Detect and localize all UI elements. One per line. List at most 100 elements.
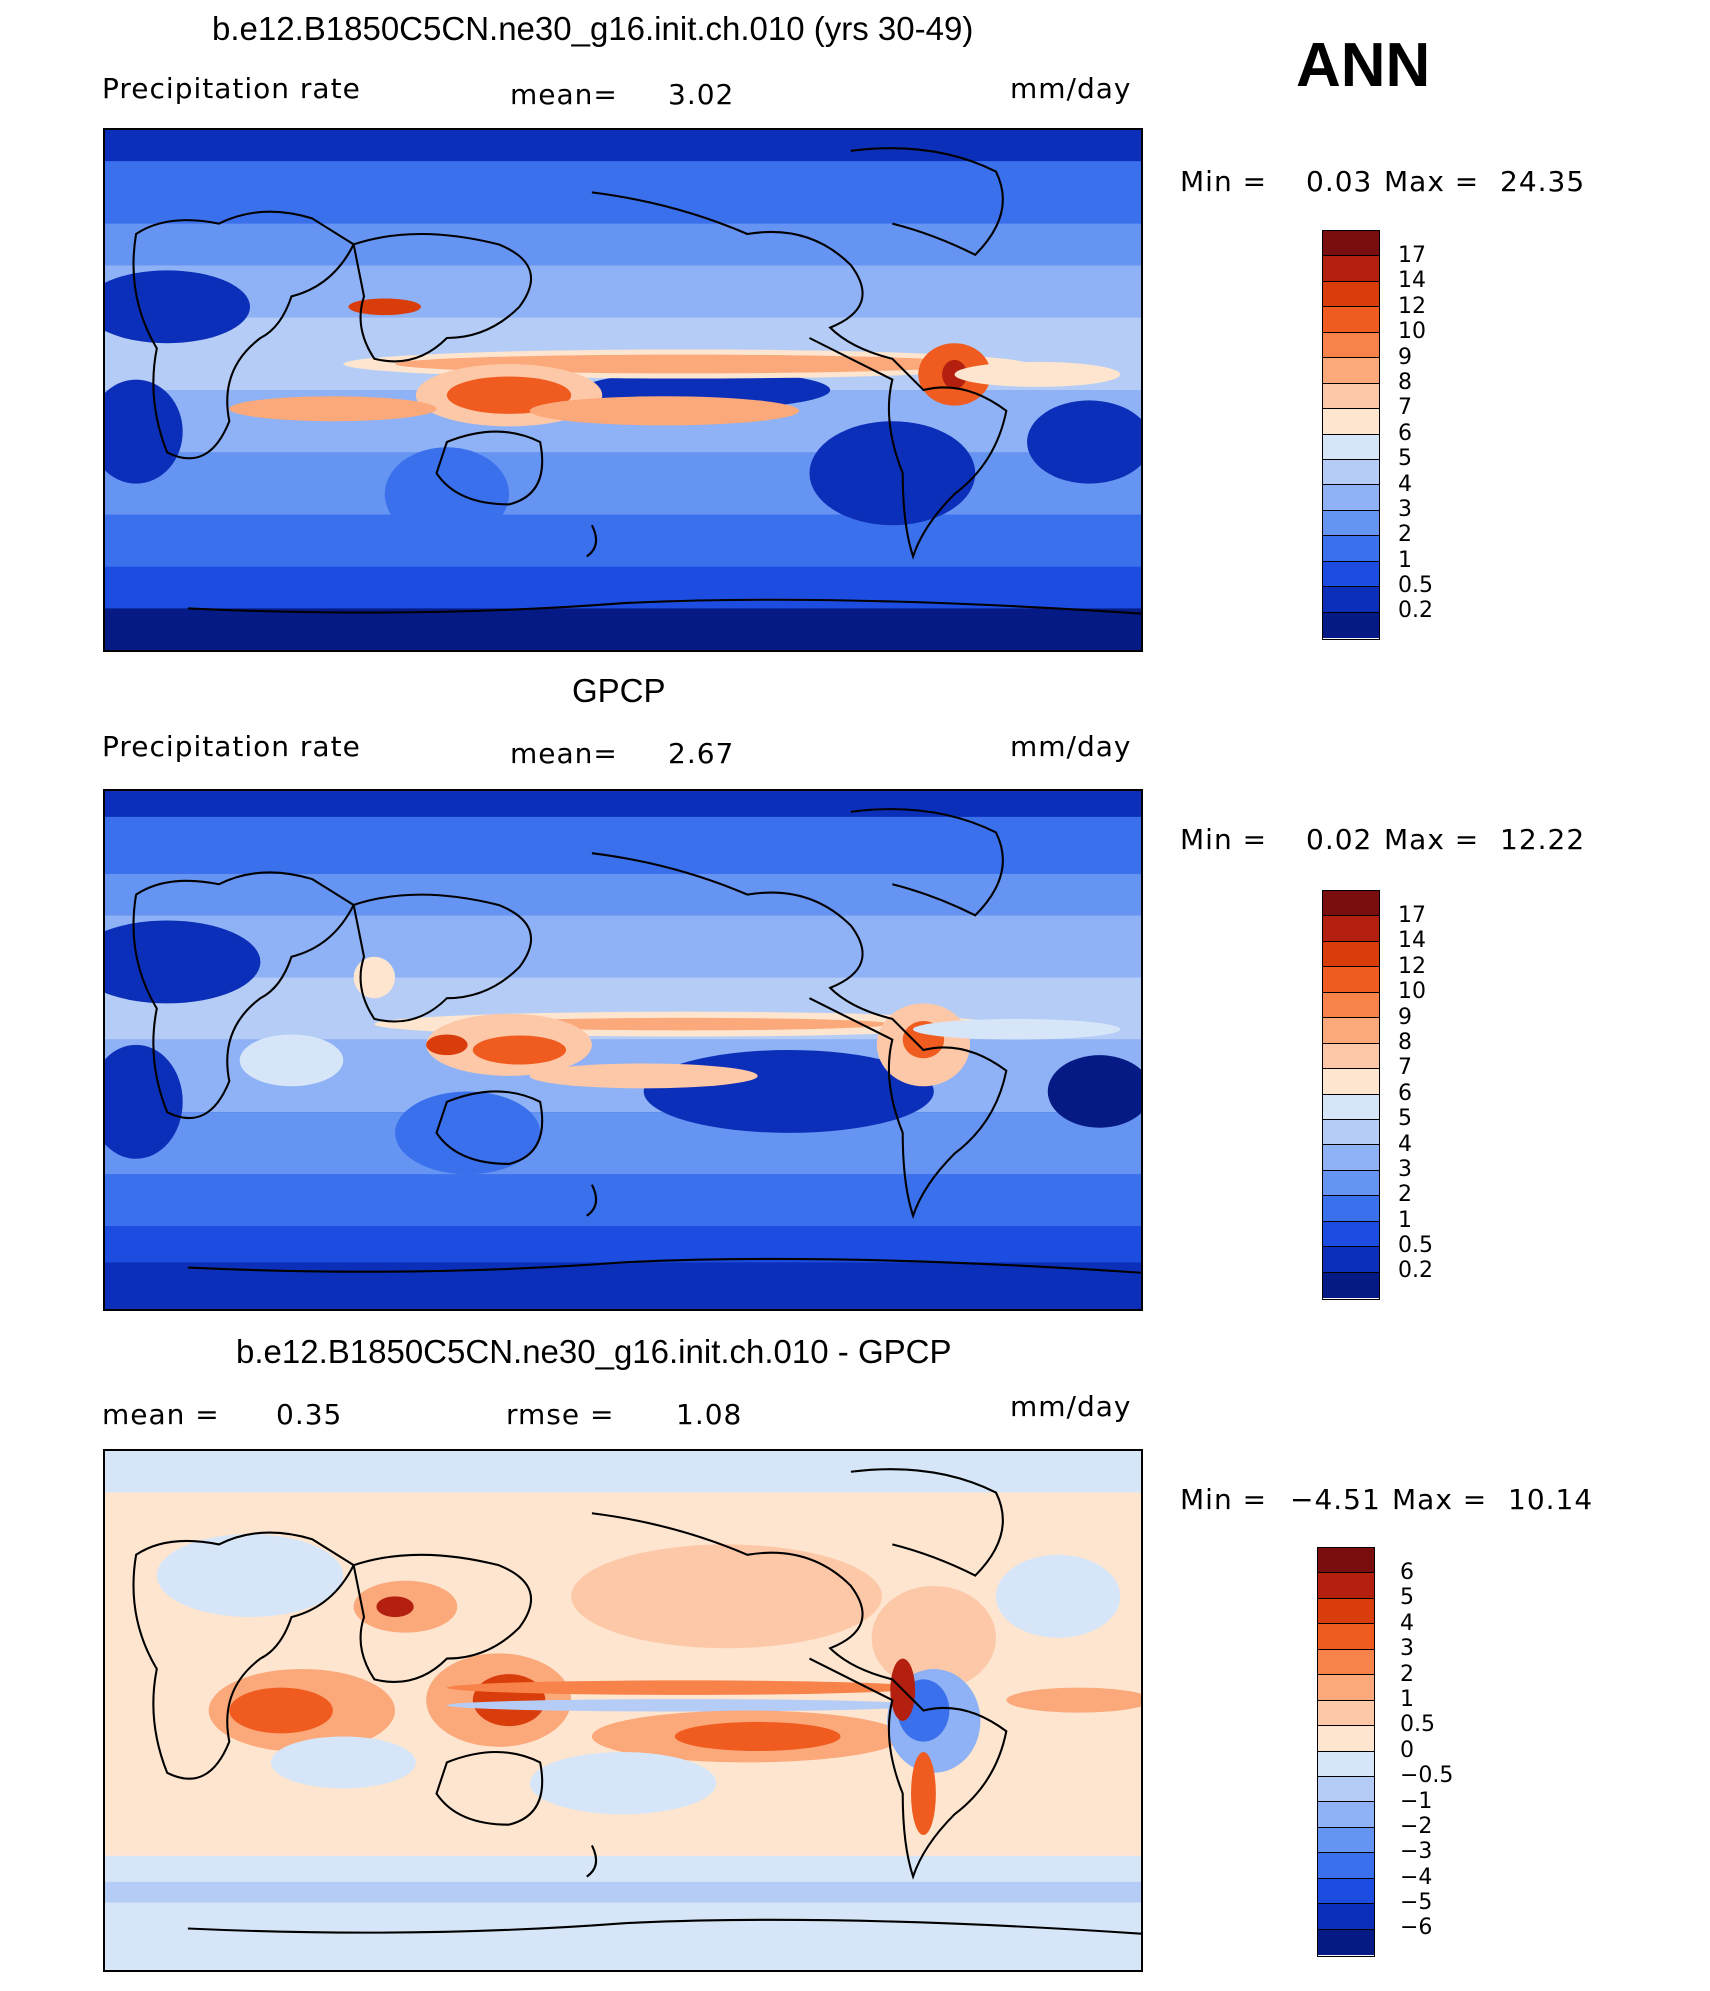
colorbar-tick-label: 1 [1398, 547, 1412, 573]
colorbar-tick-label: 17 [1398, 903, 1426, 928]
mean-label-diff: mean = [102, 1398, 220, 1431]
colorbar-tick-label: 0.5 [1398, 573, 1433, 599]
colorbar-tick-label: 14 [1398, 268, 1426, 294]
colorbar-swatch [1323, 1145, 1379, 1171]
colorbar-swatch [1318, 1929, 1374, 1955]
panel-title-diff: b.e12.B1850C5CN.ne30_g16.init.ch.010 - G… [236, 1333, 952, 1370]
rmse-label-diff: rmse = [506, 1398, 615, 1431]
colorbar-swatch [1318, 1675, 1374, 1701]
colorbar-tick-label: 0 [1400, 1737, 1414, 1763]
colorbar-swatch [1323, 485, 1379, 511]
colorbar-tick-label: −0.5 [1400, 1763, 1454, 1789]
colorbar-tick-label: 0.2 [1398, 598, 1433, 624]
colorbar-swatch [1323, 1170, 1379, 1197]
colorbar-diff [1317, 1547, 1375, 1957]
colorbar-tick-label: 7 [1398, 395, 1412, 421]
colorbar-swatch [1318, 1853, 1374, 1879]
max-value-diff: 10.14 [1508, 1483, 1594, 1516]
colorbar-tick-label: 6 [1398, 1080, 1412, 1106]
units-label-obs: mm/day [1010, 730, 1132, 763]
colorbar-swatch [1318, 1827, 1374, 1854]
colorbar-tick-label: 2 [1398, 522, 1412, 548]
colorbar-tick-label: −3 [1400, 1839, 1433, 1865]
colorbar-swatch [1323, 1094, 1379, 1120]
mean-value-model: 3.02 [668, 78, 735, 111]
colorbar-tick-label: 10 [1398, 979, 1426, 1005]
colorbar-swatch [1323, 307, 1379, 333]
colorbar-tick-label: −4 [1400, 1864, 1433, 1890]
mean-label-model: mean= [510, 78, 618, 111]
colorbar-tick-label: 0.5 [1400, 1712, 1435, 1738]
min-value-obs: 0.02 [1306, 823, 1373, 856]
colorbar-swatch [1323, 434, 1379, 460]
colorbar-tick-label: 5 [1398, 446, 1412, 472]
colorbar-swatch [1318, 1598, 1374, 1625]
mean-label-obs: mean= [510, 737, 618, 770]
colorbar-swatch [1323, 941, 1379, 968]
colorbar-swatch [1323, 332, 1379, 359]
colorbar-swatch [1323, 510, 1379, 537]
colorbar-obs [1322, 890, 1380, 1300]
colorbar-swatch [1323, 1018, 1379, 1044]
colorbar-swatch [1318, 1573, 1374, 1599]
colorbar-swatch [1318, 1548, 1374, 1574]
rmse-value-diff: 1.08 [676, 1398, 743, 1431]
season-label: ANN [1296, 31, 1431, 100]
colorbar-swatch [1323, 536, 1379, 562]
colorbar-ticks-obs: 17 14 12 10 9 8 7 6 5 4 3 2 1 0.5 0.2 [1398, 903, 1433, 1284]
variable-label-obs: Precipitation rate [102, 730, 361, 763]
colorbar-tick-label: 0.2 [1398, 1258, 1433, 1284]
colorbar-tick-label: −2 [1400, 1813, 1433, 1839]
colorbar-swatch [1323, 916, 1379, 942]
colorbar-tick-label: −5 [1400, 1890, 1433, 1916]
colorbar-swatch [1318, 1649, 1374, 1676]
map-obs [103, 789, 1143, 1311]
colorbar-swatch [1323, 1043, 1379, 1070]
max-label-model: Max = [1384, 165, 1480, 198]
colorbar-tick-label: −6 [1400, 1915, 1433, 1941]
colorbar-swatch [1323, 1119, 1379, 1146]
mean-value-obs: 2.67 [668, 737, 735, 770]
min-value-model: 0.03 [1306, 165, 1373, 198]
colorbar-swatch [1323, 281, 1379, 308]
min-label-obs: Min = [1180, 823, 1268, 856]
colorbar-swatch [1323, 1069, 1379, 1095]
max-value-model: 24.35 [1500, 165, 1586, 198]
colorbar-swatch [1323, 612, 1379, 638]
colorbar-swatch [1323, 256, 1379, 282]
min-label-diff: Min = [1180, 1483, 1268, 1516]
min-label-model: Min = [1180, 165, 1268, 198]
colorbar-ticks-model: 17 14 12 10 9 8 7 6 5 4 3 2 1 0.5 0.2 [1398, 243, 1433, 624]
colorbar-swatch [1318, 1878, 1374, 1905]
colorbar-swatch [1323, 409, 1379, 435]
colorbar-tick-label: 17 [1398, 243, 1426, 268]
colorbar-tick-label: 6 [1398, 420, 1412, 446]
colorbar-tick-label: 5 [1400, 1585, 1414, 1611]
colorbar-tick-label: 14 [1398, 928, 1426, 954]
colorbar-swatch [1318, 1700, 1374, 1727]
colorbar-swatch [1318, 1726, 1374, 1752]
colorbar-tick-label: 2 [1400, 1661, 1414, 1687]
min-value-diff: −4.51 [1290, 1483, 1381, 1516]
mean-value-diff: 0.35 [276, 1398, 343, 1431]
colorbar-swatch [1323, 561, 1379, 588]
colorbar-swatch [1318, 1904, 1374, 1930]
colorbar-tick-label: 1 [1400, 1686, 1414, 1712]
colorbar-tick-label: 1 [1398, 1207, 1412, 1233]
colorbar-tick-label: 8 [1398, 1029, 1412, 1055]
panel-title-model: b.e12.B1850C5CN.ne30_g16.init.ch.010 (yr… [212, 10, 974, 47]
map-model [103, 128, 1143, 652]
colorbar-swatch [1318, 1802, 1374, 1828]
colorbar-swatch [1323, 459, 1379, 486]
colorbar-swatch [1323, 891, 1379, 917]
colorbar-tick-label: 3 [1400, 1636, 1414, 1662]
map-diff [103, 1449, 1143, 1972]
colorbar-tick-label: 9 [1398, 344, 1412, 370]
colorbar-model [1322, 230, 1380, 640]
colorbar-tick-label: 12 [1398, 953, 1426, 979]
variable-label-model: Precipitation rate [102, 72, 361, 105]
colorbar-tick-label: 2 [1398, 1182, 1412, 1208]
colorbar-tick-label: 4 [1398, 1131, 1412, 1157]
colorbar-swatch [1323, 1221, 1379, 1248]
colorbar-tick-label: −1 [1400, 1788, 1433, 1814]
